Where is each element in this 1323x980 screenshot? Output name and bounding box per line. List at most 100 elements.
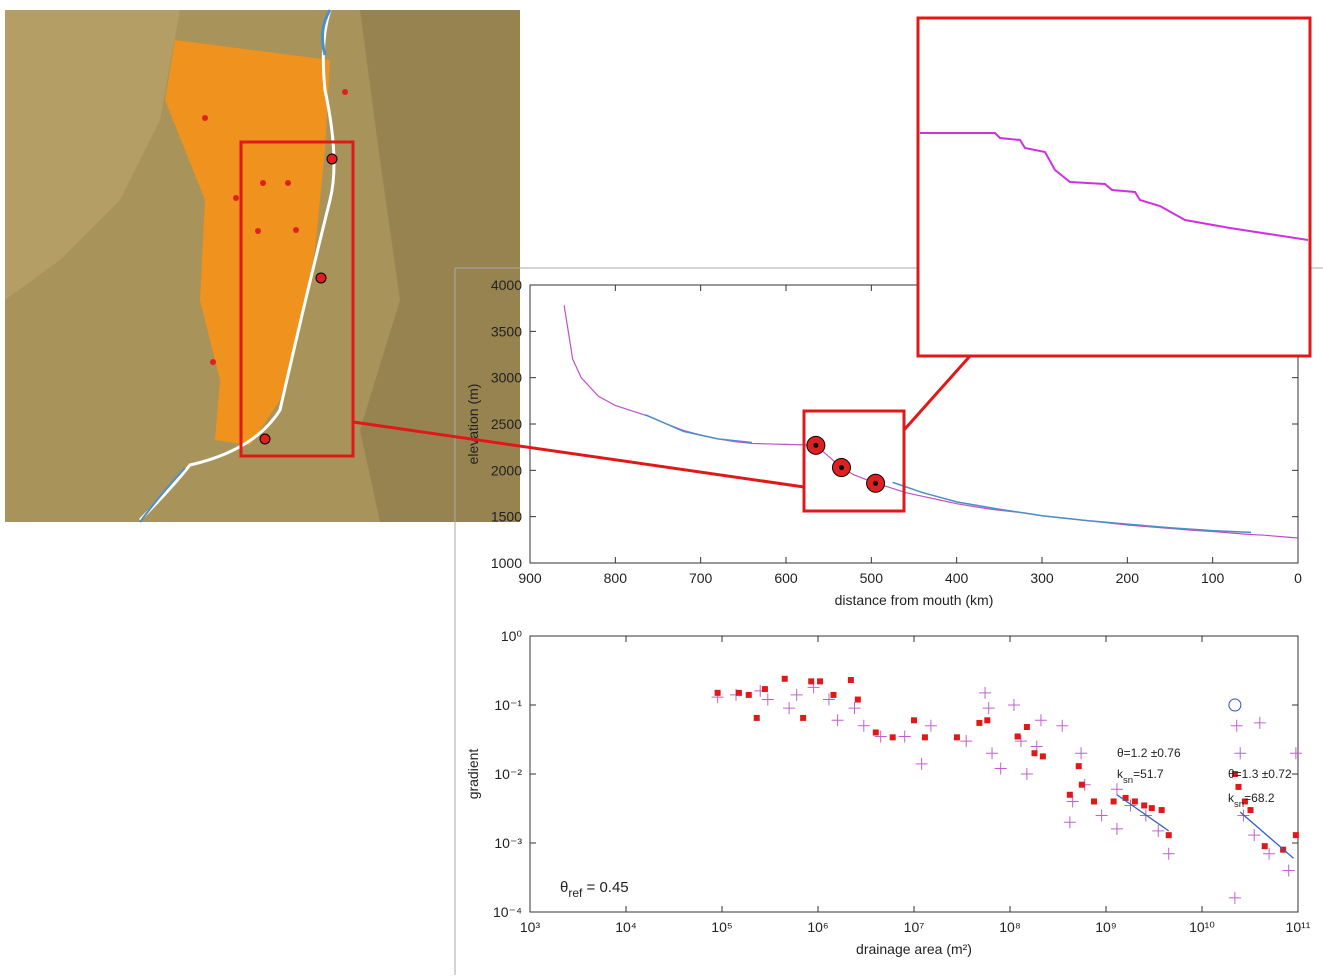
square-point <box>817 678 823 684</box>
cross-point <box>1231 720 1243 732</box>
knickpoint-center <box>839 465 844 470</box>
cross-point <box>1008 699 1020 711</box>
cross-point <box>1229 892 1241 904</box>
y-tick-label: 3500 <box>491 323 522 339</box>
annotation: θ=1.3 ±0.72 <box>1228 767 1292 781</box>
square-point <box>1076 763 1082 769</box>
cross-point <box>1254 717 1266 729</box>
cross-point <box>986 747 998 759</box>
square-point <box>873 729 879 735</box>
x-tick-label: 10⁷ <box>904 919 925 935</box>
square-point <box>848 677 854 683</box>
cross-point <box>899 730 911 742</box>
y-tick-label: 1000 <box>491 555 522 571</box>
x-tick-label: 900 <box>518 570 542 586</box>
x-axis-label: distance from mouth (km) <box>835 592 994 608</box>
cross-point <box>832 714 844 726</box>
cross-point <box>979 687 991 699</box>
x-tick-label: 10⁹ <box>1095 919 1117 935</box>
cross-point <box>916 758 928 770</box>
y-tick-label: 3000 <box>491 370 522 386</box>
plot-frame <box>530 636 1298 912</box>
square-point <box>1111 798 1117 804</box>
cross-point <box>1248 829 1260 841</box>
cross-point <box>1021 768 1033 780</box>
x-tick-label: 800 <box>604 570 628 586</box>
square-point <box>1067 792 1073 798</box>
square-point <box>800 715 806 721</box>
knickpoint-center <box>873 481 878 486</box>
square-point <box>976 720 982 726</box>
square-point <box>984 717 990 723</box>
y-tick-label: 10⁻⁴ <box>493 904 522 920</box>
y-tick-label: 1500 <box>491 509 522 525</box>
cross-point <box>762 694 774 706</box>
cross-point <box>791 689 803 701</box>
square-point <box>1159 807 1165 813</box>
y-tick-label: 4000 <box>491 277 522 293</box>
cross-point <box>925 720 937 732</box>
y-tick-label: 10⁰ <box>501 628 523 644</box>
x-tick-label: 700 <box>689 570 713 586</box>
x-tick-label: 10⁸ <box>999 919 1021 935</box>
x-tick-label: 600 <box>774 570 798 586</box>
y-axis-label: gradient <box>465 749 481 800</box>
square-point <box>890 734 896 740</box>
x-tick-label: 300 <box>1030 570 1054 586</box>
square-point <box>1149 805 1155 811</box>
square-point <box>736 690 742 696</box>
square-point <box>1040 753 1046 759</box>
annotation: θref = 0.45 <box>560 879 629 900</box>
annotation-part: =68.2 <box>1244 791 1275 805</box>
map <box>5 10 520 522</box>
annotation-part: θ=1.3 ±0.72 <box>1228 767 1292 781</box>
cross-point <box>1234 747 1246 759</box>
cross-point <box>1111 783 1123 795</box>
square-point <box>1247 807 1253 813</box>
square-point <box>911 717 917 723</box>
y-tick-label: 10⁻² <box>494 766 522 782</box>
x-tick-label: 200 <box>1116 570 1140 586</box>
annotation: θ=1.2 ±0.76 <box>1117 746 1181 760</box>
square-point <box>715 690 721 696</box>
cross-point <box>1290 747 1302 759</box>
y-tick-label: 2000 <box>491 462 522 478</box>
x-tick-label: 400 <box>945 570 969 586</box>
cross-point <box>1111 823 1123 835</box>
cross-point <box>858 720 870 732</box>
square-point <box>782 676 788 682</box>
x-axis-label: drainage area (m²) <box>856 941 972 957</box>
cross-point <box>1035 714 1047 726</box>
x-tick-label: 10³ <box>520 919 541 935</box>
annotation-part: sn <box>1123 775 1133 786</box>
profile-line <box>645 415 1251 533</box>
square-point <box>1166 832 1172 838</box>
x-tick-label: 500 <box>860 570 884 586</box>
square-point <box>830 692 836 698</box>
figure: 9008007006005004003002001000100015002000… <box>0 0 1323 975</box>
circle-point <box>1229 699 1241 711</box>
square-point <box>954 734 960 740</box>
square-point <box>1141 802 1147 808</box>
annotation-part: θ <box>560 879 568 896</box>
square-point <box>1024 724 1030 730</box>
cross-point <box>1056 720 1068 732</box>
annotation-part: = 0.45 <box>582 879 628 896</box>
x-tick-label: 10⁴ <box>615 919 637 935</box>
square-point <box>1015 733 1021 739</box>
square-point <box>1293 832 1299 838</box>
x-tick-label: 10⁶ <box>807 919 828 935</box>
cross-point <box>1283 864 1295 876</box>
square-point <box>754 715 760 721</box>
cross-point <box>849 702 861 714</box>
square-point <box>1132 798 1138 804</box>
cross-point <box>783 702 795 714</box>
x-tick-label: 10¹⁰ <box>1189 919 1215 935</box>
x-tick-label: 100 <box>1201 570 1225 586</box>
square-point <box>1091 798 1097 804</box>
annotation-part: θ=1.2 ±0.76 <box>1117 746 1181 760</box>
y-axis-label: elevation (m) <box>465 384 481 465</box>
cross-point <box>960 735 972 747</box>
y-tick-label: 2500 <box>491 416 522 432</box>
cross-point <box>983 702 995 714</box>
